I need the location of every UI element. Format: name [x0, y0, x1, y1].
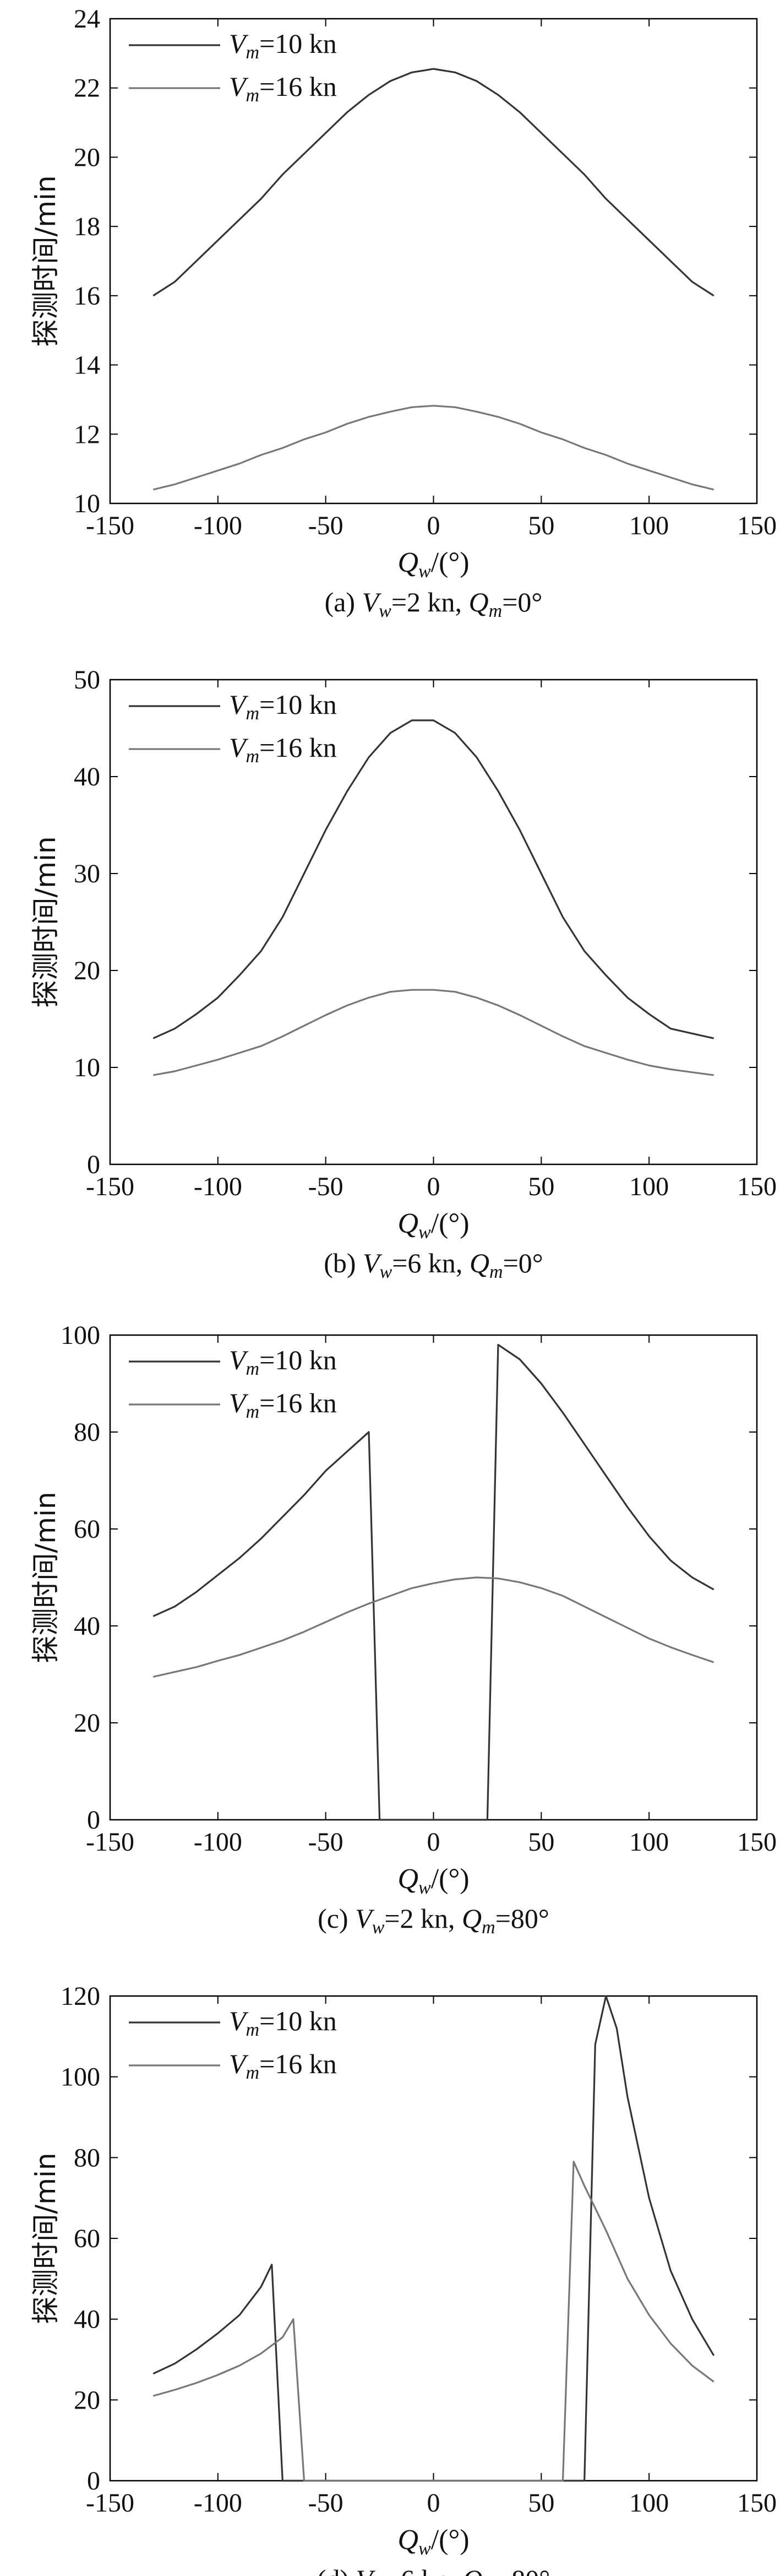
x-tick-label: -150: [86, 511, 134, 540]
y-tick-label: 40: [74, 762, 100, 791]
y-tick-label: 24: [74, 4, 100, 34]
y-tick-label: 0: [87, 1150, 100, 1179]
chart-panel-1: -150 -100 -50 0 50 100 150 10 12 14 16 18 20 22 24 Vm=1…: [30, 4, 777, 621]
y-tick-label: 0: [87, 1805, 100, 1835]
series-line-1: [152, 68, 714, 297]
chart-panel-4: -150 -100 -50 0 50 100 150 0 20 40 60 80 100 120 Vm=10…: [30, 1982, 777, 2576]
y-tick-label: 80: [74, 1418, 100, 1447]
x-axis-label: Qw/(°): [397, 1863, 469, 1898]
x-tick-label: 100: [629, 511, 669, 540]
series-line-1: [152, 1344, 714, 1821]
legend-label-2: Vm=16 kn: [229, 71, 337, 106]
y-axis-label: 探测时间/min: [30, 2152, 62, 2324]
x-tick-label: 150: [737, 511, 777, 540]
x-tick-label: 150: [737, 2488, 777, 2518]
y-tick-label: 10: [74, 1053, 100, 1082]
x-tick-label: 0: [427, 1827, 440, 1857]
y-tick-label: 0: [87, 2466, 100, 2496]
legend-label-2: Vm=16 kn: [229, 1387, 337, 1422]
y-tick-label: 30: [74, 859, 100, 888]
series-line-2: [152, 2161, 714, 2482]
y-tick-label: 12: [74, 420, 100, 449]
x-tick-label: 150: [737, 1172, 777, 1201]
x-tick-label: -100: [194, 1827, 242, 1857]
x-axis-label: Qw/(°): [397, 1208, 469, 1243]
x-tick-label: -100: [194, 2488, 242, 2518]
y-tick-label: 40: [74, 2305, 100, 2334]
y-tick-label: 100: [61, 2063, 100, 2092]
legend-label-1: Vm=10 kn: [229, 2005, 337, 2040]
legend-label-1: Vm=10 kn: [229, 28, 337, 63]
x-axis-label: Qw/(°): [397, 547, 469, 582]
x-tick-label: -50: [308, 511, 343, 540]
panel-caption: (c) Vw=2 kn, Qm=80°: [318, 1903, 549, 1938]
legend-label-1: Vm=10 kn: [229, 689, 337, 724]
legend-label-2: Vm=16 kn: [229, 732, 337, 767]
legend-label-2: Vm=16 kn: [229, 2048, 337, 2083]
x-tick-label: 100: [629, 1172, 669, 1201]
x-tick-label: 0: [427, 511, 440, 540]
x-tick-label: -50: [308, 1172, 343, 1201]
chart-panel-2: -150 -100 -50 0 50 100 150 0 10 20 30 40 50 Vm=10 kn V…: [30, 665, 777, 1282]
panel-caption: (a) Vw=2 kn, Qm=0°: [325, 587, 543, 621]
series-line-2: [152, 1576, 714, 1678]
y-axis-label: 探测时间/min: [30, 175, 62, 346]
x-tick-label: 0: [427, 2488, 440, 2518]
y-tick-label: 120: [61, 1982, 100, 2011]
x-tick-label: 100: [629, 2488, 669, 2518]
x-tick-label: -150: [86, 2488, 134, 2518]
x-tick-label: 50: [528, 1172, 554, 1201]
y-tick-label: 50: [74, 665, 100, 695]
y-tick-label: 18: [74, 212, 100, 241]
y-tick-label: 40: [74, 1612, 100, 1641]
plot-frame: [109, 1995, 758, 2482]
x-tick-label: 50: [528, 511, 554, 540]
x-tick-label: 50: [528, 1827, 554, 1857]
x-tick-label: 0: [427, 1172, 440, 1201]
y-tick-label: 16: [74, 281, 100, 311]
plot-frame: [109, 1334, 758, 1821]
y-tick-label: 10: [74, 489, 100, 518]
y-axis-label: 探测时间/min: [30, 1492, 62, 1663]
y-axis-label: 探测时间/min: [30, 836, 62, 1007]
x-tick-label: 100: [629, 1827, 669, 1857]
y-tick-label: 14: [74, 351, 100, 380]
x-tick-label: -100: [194, 511, 242, 540]
y-tick-label: 20: [74, 1709, 100, 1738]
x-tick-label: -50: [308, 2488, 343, 2518]
y-tick-label: 20: [74, 2385, 100, 2415]
y-tick-label: 60: [74, 2224, 100, 2253]
series-line-2: [153, 989, 714, 1076]
chart-panel-3: -150 -100 -50 0 50 100 150 0 20 40 60 80 100 Vm=10 kn…: [30, 1321, 777, 1938]
y-tick-label: 20: [74, 956, 100, 985]
x-axis-label: Qw/(°): [397, 2524, 469, 2559]
x-tick-label: -150: [86, 1827, 134, 1857]
panel-caption: (b) Vw=6 kn, Qm=0°: [324, 1248, 543, 1282]
series-line-2: [152, 405, 714, 491]
y-tick-label: 60: [74, 1515, 100, 1544]
panel-caption: (d) Vw=6 kn, Qm=80°: [317, 2564, 550, 2576]
x-tick-label: -150: [86, 1172, 134, 1201]
x-tick-label: -100: [194, 1172, 242, 1201]
series-line-1: [152, 719, 714, 1039]
y-tick-label: 22: [74, 74, 100, 103]
y-tick-label: 80: [74, 2143, 100, 2172]
y-tick-label: 20: [74, 143, 100, 172]
plot-frame: [109, 679, 758, 1165]
plot-frame: [109, 18, 758, 505]
x-tick-label: -50: [308, 1827, 343, 1857]
x-tick-label: 50: [528, 2488, 554, 2518]
legend-label-1: Vm=10 kn: [229, 1344, 337, 1379]
x-tick-label: 150: [737, 1827, 777, 1857]
y-tick-label: 100: [61, 1321, 100, 1350]
